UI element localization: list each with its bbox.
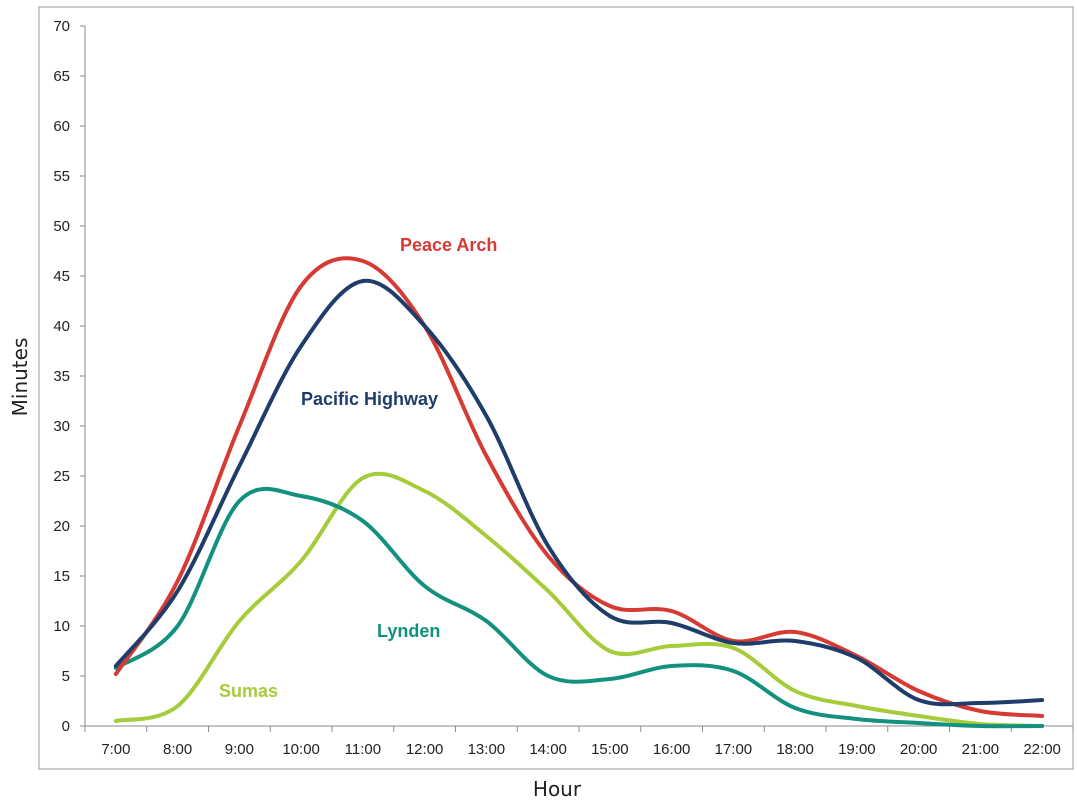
x-tick-label: 18:00: [776, 741, 814, 758]
y-tick-label: 20: [53, 518, 70, 535]
x-tick-label: 8:00: [163, 741, 192, 758]
plot-frame: [38, 6, 1074, 770]
series-line-pacific-highway: [113, 278, 1045, 707]
x-tick-label: 10:00: [282, 741, 320, 758]
series-label-lynden: Lynden: [377, 621, 440, 641]
y-tick-label: 5: [62, 668, 70, 685]
series-label-pacific-highway: Pacific Highway: [301, 389, 438, 409]
y-tick-label: 70: [53, 18, 70, 35]
x-tick-label: 21:00: [962, 741, 1000, 758]
y-tick-label: 45: [53, 268, 70, 285]
x-tick-label: 7:00: [101, 741, 130, 758]
x-tick-label: 15:00: [591, 741, 629, 758]
y-tick-label: 30: [53, 418, 70, 435]
y-tick-label: 35: [53, 368, 70, 385]
y-tick-label: 55: [53, 168, 70, 185]
x-tick-label: 13:00: [468, 741, 506, 758]
series-line-peace-arch: [113, 256, 1045, 718]
y-tick-label: 65: [53, 68, 70, 85]
x-tick-label: 12:00: [406, 741, 444, 758]
x-axis-title: Hour: [533, 777, 582, 801]
y-tick-label: 0: [62, 718, 70, 735]
x-tick-label: 17:00: [715, 741, 753, 758]
x-tick-label: 14:00: [529, 741, 567, 758]
y-tick-label: 25: [53, 468, 70, 485]
y-tick-label: 15: [53, 568, 70, 585]
series-labels: Peace Arch Pacific Highway Lynden Sumas: [219, 235, 497, 701]
series-line-lynden: [113, 486, 1045, 729]
y-tick-label: 50: [53, 218, 70, 235]
series-line-sumas: [113, 471, 1045, 728]
axes: 0 5 10 15 20 25 30 35 40 45 50 55 60 65 70 7:00 8:00 9:00…: [53, 18, 1074, 758]
x-tick-label: 11:00: [345, 741, 381, 758]
y-axis-title: Minutes: [8, 338, 32, 417]
x-tick-label: 20:00: [900, 741, 938, 758]
y-tick-label: 10: [53, 618, 70, 635]
x-tick-label: 19:00: [838, 741, 876, 758]
x-tick-label: 16:00: [653, 741, 691, 758]
series-label-sumas: Sumas: [219, 681, 278, 701]
series-label-peace-arch: Peace Arch: [400, 235, 497, 255]
x-tick-label: 9:00: [225, 741, 254, 758]
x-tick-label: 22:00: [1023, 741, 1061, 758]
series-lines: [113, 256, 1045, 729]
y-tick-label: 40: [53, 318, 70, 335]
y-tick-label: 60: [53, 118, 70, 135]
